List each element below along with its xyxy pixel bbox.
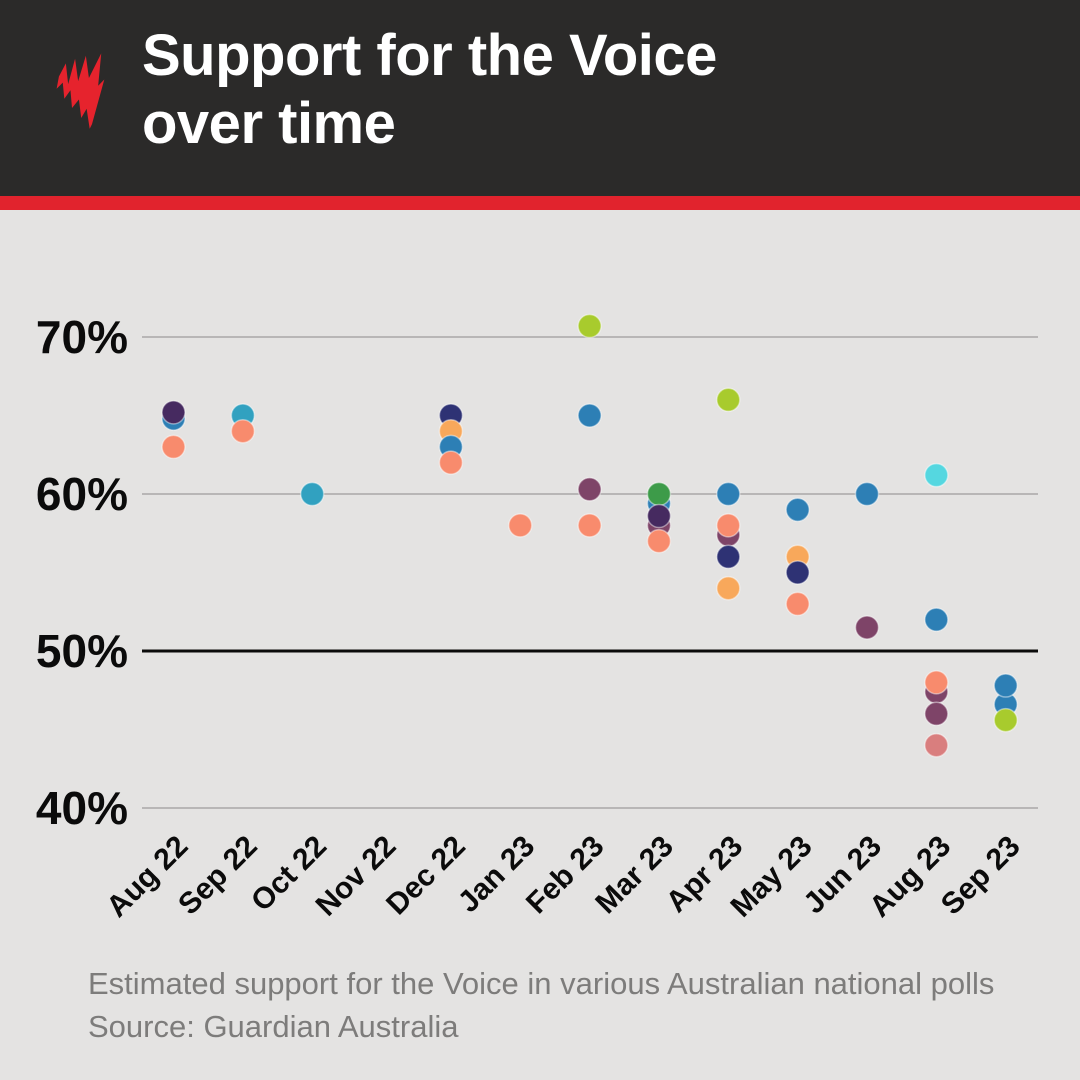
data-point [785, 497, 810, 522]
data-point [854, 481, 880, 507]
data-point [508, 513, 533, 538]
sbs-logo [42, 38, 122, 138]
x-axis-tick-label: Aug 22 [100, 830, 194, 924]
x-axis-tick-label: Sep 23 [935, 830, 1027, 922]
data-point [299, 481, 325, 507]
data-point [161, 434, 186, 460]
caption-description: Estimated support for the Voice in vario… [88, 966, 995, 1001]
data-point [716, 575, 741, 601]
y-axis-tick-label: 60% [36, 468, 128, 520]
data-point [785, 560, 810, 585]
data-point [785, 591, 810, 617]
x-axis-tick-label: Sep 22 [172, 830, 264, 922]
data-point [716, 387, 741, 413]
data-point [230, 418, 256, 444]
chart-caption: Estimated support for the Voice in vario… [88, 962, 994, 1048]
data-point [716, 481, 741, 507]
data-point [577, 513, 602, 538]
data-point [577, 477, 602, 502]
x-axis-tick-label: Feb 23 [520, 830, 611, 921]
data-point [924, 462, 949, 488]
sbs-logo-shape [56, 53, 105, 129]
x-axis-tick-label: Mar 23 [589, 830, 680, 921]
data-point [646, 503, 672, 529]
x-axis-tick-label: Dec 22 [380, 830, 472, 922]
data-point [924, 732, 949, 758]
y-axis-tick-label: 40% [36, 782, 128, 834]
data-point [577, 313, 602, 339]
data-point [716, 513, 741, 538]
data-point [993, 673, 1018, 698]
data-point [854, 615, 880, 640]
data-point [161, 400, 186, 425]
data-point [993, 707, 1018, 733]
y-axis-tick-label: 70% [36, 311, 128, 363]
accent-divider [0, 196, 1080, 210]
page-title: Support for the Voice over time [142, 22, 717, 158]
title-line-2: over time [142, 91, 396, 156]
data-point [924, 607, 949, 632]
data-point [646, 528, 672, 554]
data-point [577, 403, 602, 428]
data-point [438, 450, 464, 475]
header-banner: Support for the Voice over time [0, 0, 1080, 196]
data-point [924, 670, 949, 695]
data-point [924, 701, 949, 727]
y-axis-tick-label: 50% [36, 625, 128, 677]
title-line-1: Support for the Voice [142, 23, 717, 88]
data-point [646, 481, 672, 507]
data-point [716, 544, 741, 570]
caption-source: Source: Guardian Australia [88, 1009, 459, 1044]
